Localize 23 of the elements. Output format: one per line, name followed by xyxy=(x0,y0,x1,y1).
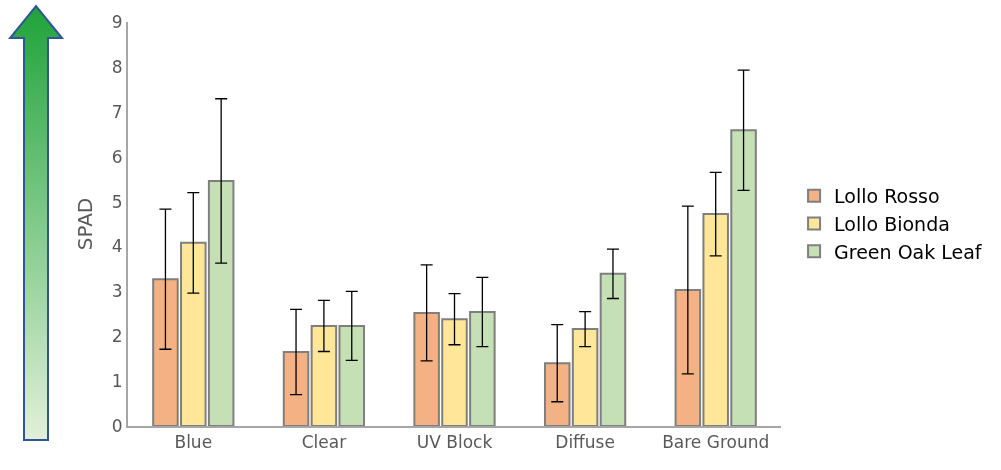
x-tick-label: UV Block xyxy=(416,432,493,453)
bar xyxy=(338,324,366,426)
y-tick-label: 7 xyxy=(111,101,123,122)
y-axis-title: SPAD xyxy=(72,197,97,251)
legend-label: Lollo Rosso xyxy=(834,185,940,208)
x-tick-label: Bare Ground xyxy=(662,432,770,453)
y-tick-label: 2 xyxy=(111,326,123,347)
legend-label: Lollo Bionda xyxy=(834,212,950,235)
y-tick-label: 8 xyxy=(111,56,123,77)
bar xyxy=(599,272,627,426)
bar xyxy=(310,324,338,426)
y-tick-label: 9 xyxy=(111,11,123,32)
y-tick-label: 6 xyxy=(111,146,123,167)
y-tick-label: 5 xyxy=(111,191,123,212)
y-tick-label: 4 xyxy=(111,236,123,257)
x-tick-label: Clear xyxy=(301,432,347,453)
bar xyxy=(282,350,310,426)
y-tick-label: 0 xyxy=(111,415,123,436)
y-tick-label: 3 xyxy=(111,281,123,302)
x-tick-label: Blue xyxy=(174,432,213,453)
x-tick-label: Diffuse xyxy=(555,432,615,453)
y-tick-label: 1 xyxy=(111,371,123,392)
legend-label: Green Oak Leaf xyxy=(834,240,983,263)
